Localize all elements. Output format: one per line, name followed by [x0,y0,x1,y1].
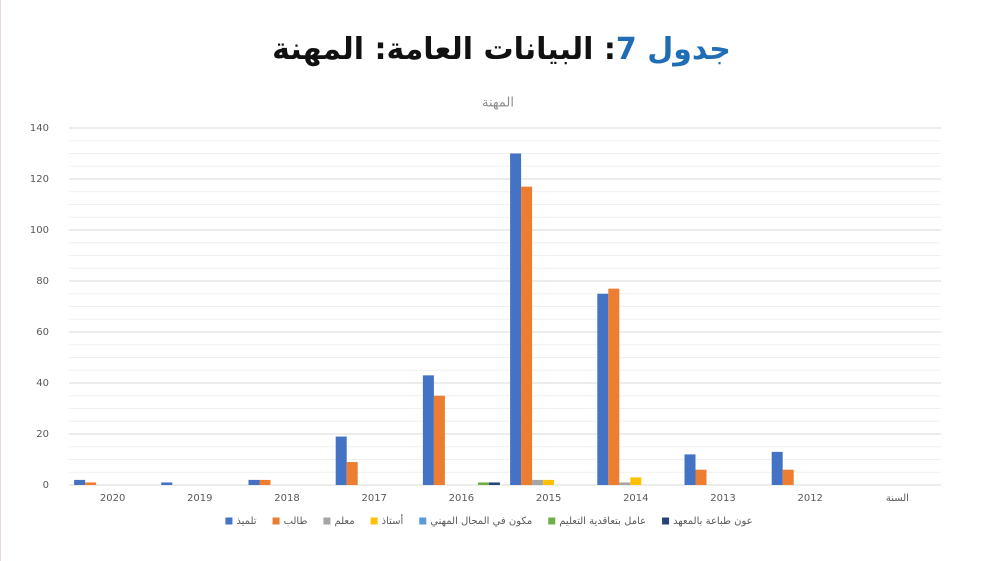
bar [608,288,620,485]
bar [521,186,533,485]
legend-label: طالب [284,516,308,527]
legend-swatch [662,517,670,525]
x-tick-label: 2015 [536,493,561,504]
y-tick-label: 20 [36,429,49,440]
bar [477,482,489,485]
y-tick-label: 100 [30,225,49,236]
bar [597,293,609,485]
y-tick-label: 80 [36,276,49,287]
legend-label: معلم [334,516,354,527]
bar [619,482,631,485]
x-tick-label: 2019 [187,493,212,504]
bar [74,479,86,485]
bar [85,482,97,485]
bar [248,479,260,485]
bar [433,395,445,485]
x-tick-label: 2012 [797,493,822,504]
title-prefix: جدول 7 [615,32,731,67]
bar [422,375,434,485]
bar [543,479,555,485]
y-tick-label: 60 [36,327,49,338]
x-tick-label: السنة [886,493,909,504]
y-tick-label: 40 [36,378,49,389]
bar [346,462,358,485]
x-tick-label: 2014 [623,493,648,504]
bar [510,153,522,485]
bar [695,469,707,485]
legend-label: عامل بتعاقدية التعليم [559,516,646,527]
legend-label: مكون في المجال المهني [430,516,532,527]
legend-swatch [370,517,378,525]
x-tick-label: 2016 [449,493,474,504]
y-tick-label: 0 [43,480,49,491]
legend-label: عون طباعة بالمعهد [673,516,753,527]
x-tick-label: 2020 [100,493,125,504]
legend-label: أستاذ [382,514,404,527]
y-tick-label: 140 [30,123,49,134]
title-rest: : البيانات العامة: المهنة [272,32,616,67]
bar [782,469,794,485]
bar [161,482,173,485]
bar [771,451,783,485]
x-tick-label: 2017 [361,493,386,504]
bar [488,482,500,485]
legend-swatch [419,517,427,525]
bar [684,454,696,485]
bar [259,479,271,485]
legend-label: تلميذ [236,516,256,527]
x-tick-label: 2018 [274,493,299,504]
chart-title: المهنة [482,96,514,111]
legend-swatch [272,517,280,525]
bar [630,477,642,485]
legend-swatch [225,517,233,525]
bar [335,436,347,485]
slide-title: جدول 7: البيانات العامة: المهنة [1,32,1001,67]
bar [532,479,544,485]
legend-swatch [323,517,331,525]
y-tick-label: 120 [30,174,49,185]
x-tick-label: 2013 [710,493,735,504]
legend-swatch [548,517,556,525]
